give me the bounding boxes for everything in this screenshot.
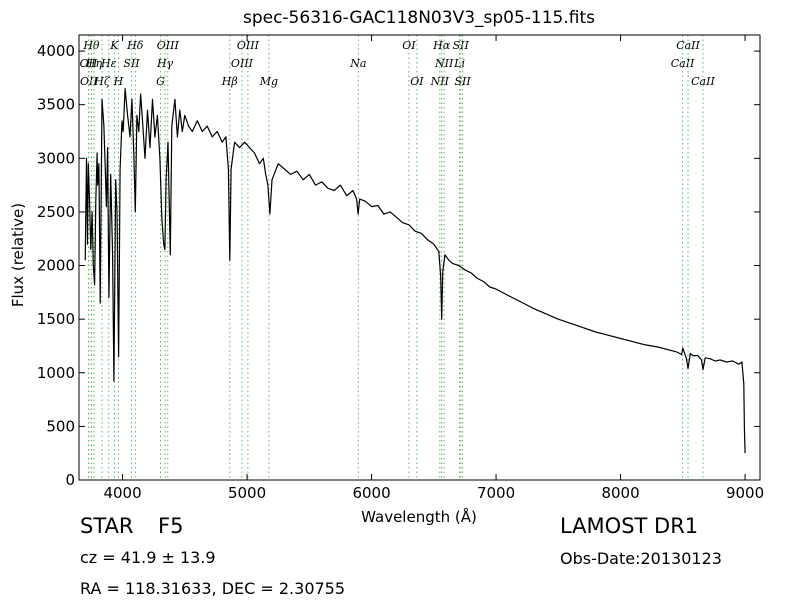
axes: 4000 5000 6000 7000 8000 9000 0 500 1000 1500 2000…	[37, 34, 764, 502]
spectral-line-label: OIII	[231, 57, 254, 70]
spectral-line-label: Hβ	[221, 75, 238, 88]
y-tick-label: 1500	[37, 310, 75, 328]
subclass: F5	[158, 514, 184, 538]
spectral-line-label: NII	[430, 75, 450, 88]
spectral-line-label: Hη	[85, 57, 103, 70]
spectral-line-label: Hζ	[93, 75, 111, 88]
spectral-line-label: CaII	[691, 75, 715, 88]
x-axis-label: Wavelength (Å)	[361, 507, 477, 526]
observation-date: Obs-Date:20130123	[560, 549, 722, 568]
x-tick-label: 5000	[228, 484, 266, 502]
x-tick-label: 6000	[352, 484, 390, 502]
spectral-line-label: OI	[402, 39, 416, 52]
spectral-line-label: Hδ	[126, 39, 144, 52]
x-tick-label: 7000	[477, 484, 515, 502]
spectral-line-label: SII	[454, 75, 471, 88]
redshift-cz: cz = 41.9 ± 13.9	[80, 548, 216, 567]
plot-frame	[78, 34, 761, 481]
spectral-line-label: K	[109, 39, 119, 52]
y-tick-label: 3000	[37, 149, 75, 167]
spectral-line-label: OIII	[157, 39, 180, 52]
spectral-line-label: NII	[434, 57, 454, 70]
spectral-line-label: OIII	[237, 39, 260, 52]
coordinates: RA = 118.31633, DEC = 2.30755	[80, 579, 346, 598]
spectrum-line	[84, 87, 746, 454]
spectral-line-label: SII	[453, 39, 470, 52]
spectral-line-label: CaII	[676, 39, 700, 52]
x-tick-label: 9000	[726, 484, 764, 502]
spectral-line-label: Li	[453, 57, 465, 70]
spectral-line-label: CaII	[671, 57, 695, 70]
y-tick-label: 0	[65, 471, 75, 489]
x-tick-label: 4000	[103, 484, 141, 502]
spectral-line-label: G	[156, 75, 165, 88]
spectral-line-label: Na	[349, 57, 366, 70]
y-tick-label: 4000	[37, 42, 75, 60]
emission-line-markers: OIIOIIHθHηHζHεKHSIIHδGHγOIIIHβOIIIOIIIMg…	[80, 35, 715, 480]
spectral-line-label: H	[113, 75, 124, 88]
spectral-line-label: Hθ	[82, 39, 100, 52]
y-tick-label: 3500	[37, 96, 75, 114]
data-layer	[84, 87, 746, 454]
spectral-line-label: SII	[123, 57, 140, 70]
y-tick-label: 1000	[37, 364, 75, 382]
spectral-line-label: Hε	[100, 57, 117, 70]
chart-title: spec-56316-GAC118N03V3_sp05-115.fits	[243, 8, 595, 28]
object-class: STAR	[80, 514, 134, 538]
x-tick-label: 8000	[601, 484, 639, 502]
y-axis-label: Flux (relative)	[9, 203, 27, 307]
data-release: LAMOST DR1	[560, 514, 699, 538]
spectral-line-label: Mg	[259, 75, 278, 88]
y-tick-label: 2500	[37, 203, 75, 221]
spectral-line-label: Hγ	[156, 57, 174, 70]
spectral-line-label: OI	[410, 75, 424, 88]
y-tick-label: 2000	[37, 257, 75, 275]
y-tick-label: 500	[46, 417, 75, 435]
spectral-line-label: Hα	[432, 39, 451, 52]
